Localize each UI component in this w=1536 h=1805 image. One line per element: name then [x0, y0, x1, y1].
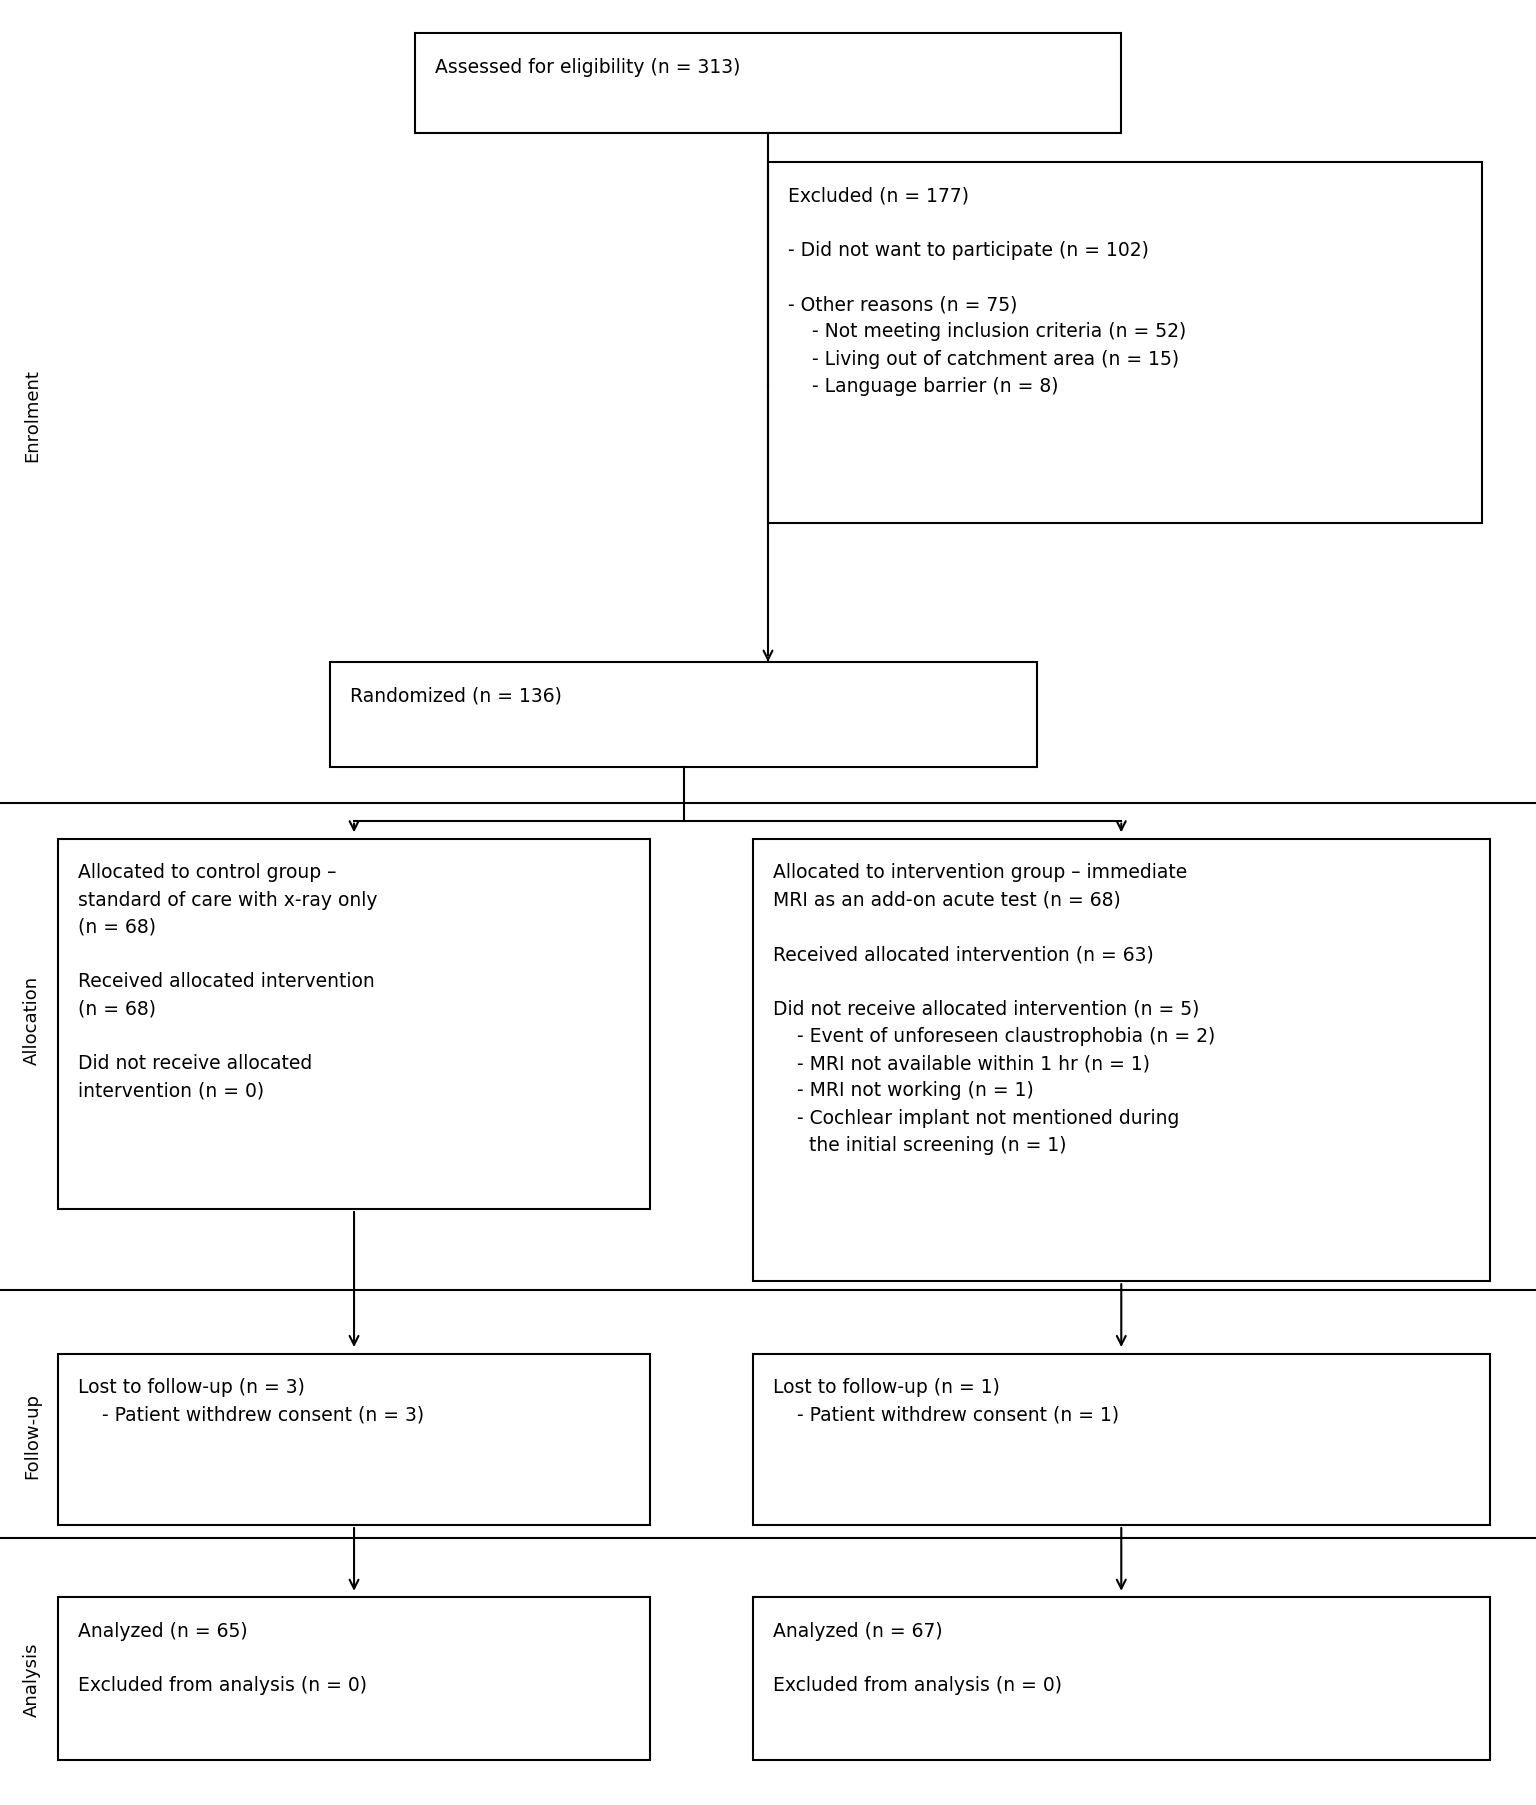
Text: Allocation: Allocation — [23, 975, 41, 1065]
Text: Analyzed (n = 67)

Excluded from analysis (n = 0): Analyzed (n = 67) Excluded from analysis… — [773, 1621, 1061, 1695]
Text: Analysis: Analysis — [23, 1641, 41, 1717]
Text: Analyzed (n = 65)

Excluded from analysis (n = 0): Analyzed (n = 65) Excluded from analysis… — [78, 1621, 367, 1695]
Text: Excluded (n = 177)

- Did not want to participate (n = 102)

- Other reasons (n : Excluded (n = 177) - Did not want to par… — [788, 186, 1186, 395]
Text: Follow-up: Follow-up — [23, 1392, 41, 1478]
FancyBboxPatch shape — [58, 1354, 650, 1525]
FancyBboxPatch shape — [58, 839, 650, 1209]
FancyBboxPatch shape — [58, 1597, 650, 1760]
FancyBboxPatch shape — [753, 1354, 1490, 1525]
Text: Allocated to intervention group – immediate
MRI as an add-on acute test (n = 68): Allocated to intervention group – immedi… — [773, 863, 1215, 1153]
Text: Enrolment: Enrolment — [23, 368, 41, 462]
FancyBboxPatch shape — [753, 1597, 1490, 1760]
Text: Randomized (n = 136): Randomized (n = 136) — [350, 686, 562, 706]
FancyBboxPatch shape — [330, 662, 1037, 767]
FancyBboxPatch shape — [753, 839, 1490, 1282]
FancyBboxPatch shape — [768, 162, 1482, 523]
Text: Assessed for eligibility (n = 313): Assessed for eligibility (n = 313) — [435, 58, 740, 78]
Text: Allocated to control group –
standard of care with x-ray only
(n = 68)

Received: Allocated to control group – standard of… — [78, 863, 378, 1099]
FancyBboxPatch shape — [415, 34, 1121, 134]
Text: Lost to follow-up (n = 3)
    - Patient withdrew consent (n = 3): Lost to follow-up (n = 3) - Patient with… — [78, 1377, 424, 1424]
Text: Lost to follow-up (n = 1)
    - Patient withdrew consent (n = 1): Lost to follow-up (n = 1) - Patient with… — [773, 1377, 1118, 1424]
